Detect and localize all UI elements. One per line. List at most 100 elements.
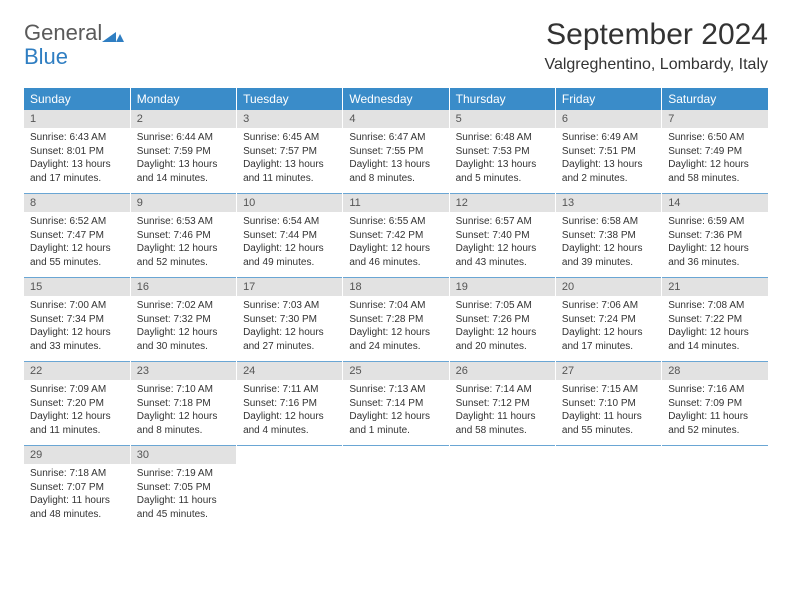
- sunset-text: Sunset: 7:22 PM: [668, 313, 762, 327]
- day-number: 1: [24, 110, 130, 128]
- header: General Blue September 2024 Valgreghenti…: [24, 18, 768, 74]
- daylight-text: Daylight: 12 hours: [30, 410, 124, 424]
- day-cell: Sunrise: 6:45 AMSunset: 7:57 PMDaylight:…: [237, 128, 343, 194]
- sunset-text: Sunset: 7:28 PM: [349, 313, 442, 327]
- sunset-text: Sunset: 7:32 PM: [137, 313, 230, 327]
- sunrise-text: Sunrise: 7:10 AM: [137, 383, 230, 397]
- daylight-text: Daylight: 12 hours: [137, 410, 230, 424]
- sunrise-text: Sunrise: 6:45 AM: [243, 131, 336, 145]
- day-number: 28: [662, 362, 768, 380]
- daylight-text: and 4 minutes.: [243, 424, 336, 438]
- daylight-text: Daylight: 12 hours: [456, 242, 549, 256]
- day-number: [449, 446, 555, 464]
- day-number: 2: [130, 110, 236, 128]
- day-number-row: 891011121314: [24, 194, 768, 212]
- day-number: 14: [662, 194, 768, 212]
- daylight-text: Daylight: 13 hours: [30, 158, 124, 172]
- day-number: 20: [555, 278, 661, 296]
- day-number: 19: [449, 278, 555, 296]
- daylight-text: and 27 minutes.: [243, 340, 336, 354]
- day-header: Sunday: [24, 88, 130, 110]
- sunrise-text: Sunrise: 7:00 AM: [30, 299, 124, 313]
- daylight-text: Daylight: 12 hours: [562, 242, 655, 256]
- day-cell: Sunrise: 6:58 AMSunset: 7:38 PMDaylight:…: [555, 212, 661, 278]
- day-header: Thursday: [449, 88, 555, 110]
- daylight-text: Daylight: 13 hours: [243, 158, 336, 172]
- day-header-row: Sunday Monday Tuesday Wednesday Thursday…: [24, 88, 768, 110]
- sunrise-text: Sunrise: 7:06 AM: [562, 299, 655, 313]
- daylight-text: and 5 minutes.: [456, 172, 549, 186]
- sunrise-text: Sunrise: 7:19 AM: [137, 467, 230, 481]
- daylight-text: Daylight: 12 hours: [243, 410, 336, 424]
- page-subtitle: Valgreghentino, Lombardy, Italy: [544, 56, 768, 74]
- day-number: 11: [343, 194, 449, 212]
- day-number: 26: [449, 362, 555, 380]
- day-cell: [662, 464, 768, 529]
- day-content-row: Sunrise: 7:00 AMSunset: 7:34 PM Daylight:…: [24, 296, 768, 362]
- day-header: Monday: [130, 88, 236, 110]
- daylight-text: Daylight: 11 hours: [668, 410, 762, 424]
- sunset-text: Sunset: 7:09 PM: [668, 397, 762, 411]
- sunrise-text: Sunrise: 6:55 AM: [349, 215, 442, 229]
- sunrise-text: Sunrise: 7:04 AM: [349, 299, 442, 313]
- day-header: Tuesday: [237, 88, 343, 110]
- sunset-text: Sunset: 7:46 PM: [137, 229, 230, 243]
- sunset-text: Sunset: 7:44 PM: [243, 229, 336, 243]
- day-cell: Sunrise: 6:47 AMSunset: 7:55 PMDaylight:…: [343, 128, 449, 194]
- daylight-text: Daylight: 12 hours: [30, 242, 124, 256]
- sunrise-text: Sunrise: 6:44 AM: [137, 131, 230, 145]
- daylight-text: Daylight: 13 hours: [137, 158, 230, 172]
- daylight-text: Daylight: 12 hours: [562, 326, 655, 340]
- daylight-text: Daylight: 13 hours: [349, 158, 442, 172]
- day-header: Wednesday: [343, 88, 449, 110]
- day-cell: Sunrise: 7:06 AMSunset: 7:24 PMDaylight:…: [555, 296, 661, 362]
- sunset-text: Sunset: 7:40 PM: [456, 229, 549, 243]
- sunset-text: Sunset: 7:12 PM: [456, 397, 549, 411]
- day-cell: Sunrise: 6:54 AMSunset: 7:44 PMDaylight:…: [237, 212, 343, 278]
- day-number: 17: [237, 278, 343, 296]
- sunset-text: Sunset: 7:30 PM: [243, 313, 336, 327]
- sunset-text: Sunset: 7:34 PM: [30, 313, 124, 327]
- daylight-text: and 14 minutes.: [668, 340, 762, 354]
- logo: General Blue: [24, 22, 124, 68]
- daylight-text: and 11 minutes.: [243, 172, 336, 186]
- daylight-text: and 52 minutes.: [137, 256, 230, 270]
- daylight-text: Daylight: 13 hours: [456, 158, 549, 172]
- day-number: 10: [237, 194, 343, 212]
- sunset-text: Sunset: 7:42 PM: [349, 229, 442, 243]
- day-cell: Sunrise: 6:48 AMSunset: 7:53 PMDaylight:…: [449, 128, 555, 194]
- day-number: 21: [662, 278, 768, 296]
- day-cell: Sunrise: 7:15 AMSunset: 7:10 PMDaylight:…: [555, 380, 661, 446]
- day-cell: [237, 464, 343, 529]
- sunset-text: Sunset: 7:07 PM: [30, 481, 124, 495]
- day-number: 7: [662, 110, 768, 128]
- day-content-row: Sunrise: 6:52 AMSunset: 7:47 PMDaylight:…: [24, 212, 768, 278]
- sunrise-text: Sunrise: 6:57 AM: [456, 215, 549, 229]
- sunset-text: Sunset: 7:05 PM: [137, 481, 230, 495]
- day-cell: Sunrise: 7:00 AMSunset: 7:34 PMDaylight:…: [24, 296, 130, 362]
- day-cell: Sunrise: 7:13 AMSunset: 7:14 PMDaylight:…: [343, 380, 449, 446]
- page: General Blue September 2024 Valgreghenti…: [0, 0, 792, 547]
- day-cell: Sunrise: 6:53 AMSunset: 7:46 PMDaylight:…: [130, 212, 236, 278]
- sunset-text: Sunset: 7:57 PM: [243, 145, 336, 159]
- daylight-text: Daylight: 12 hours: [668, 158, 762, 172]
- sunset-text: Sunset: 7:20 PM: [30, 397, 124, 411]
- day-cell: Sunrise: 6:52 AMSunset: 7:47 PMDaylight:…: [24, 212, 130, 278]
- daylight-text: and 58 minutes.: [668, 172, 762, 186]
- day-cell: Sunrise: 7:09 AMSunset: 7:20 PMDaylight:…: [24, 380, 130, 446]
- calendar-table: Sunday Monday Tuesday Wednesday Thursday…: [24, 88, 768, 529]
- day-header: Saturday: [662, 88, 768, 110]
- daylight-text: and 24 minutes.: [349, 340, 442, 354]
- daylight-text: and 46 minutes.: [349, 256, 442, 270]
- day-cell: Sunrise: 7:10 AMSunset: 7:18 PMDaylight:…: [130, 380, 236, 446]
- day-cell: Sunrise: 7:03 AMSunset: 7:30 PMDaylight:…: [237, 296, 343, 362]
- day-number: 18: [343, 278, 449, 296]
- day-content-row: Sunrise: 7:18 AMSunset: 7:07 PMDaylight:…: [24, 464, 768, 529]
- daylight-text: Daylight: 11 hours: [456, 410, 549, 424]
- day-number: [555, 446, 661, 464]
- day-number-row: 22232425262728: [24, 362, 768, 380]
- day-content-row: Sunrise: 7:09 AMSunset: 7:20 PMDaylight:…: [24, 380, 768, 446]
- sunrise-text: Sunrise: 7:14 AM: [456, 383, 549, 397]
- day-number: 5: [449, 110, 555, 128]
- day-cell: Sunrise: 7:04 AMSunset: 7:28 PMDaylight:…: [343, 296, 449, 362]
